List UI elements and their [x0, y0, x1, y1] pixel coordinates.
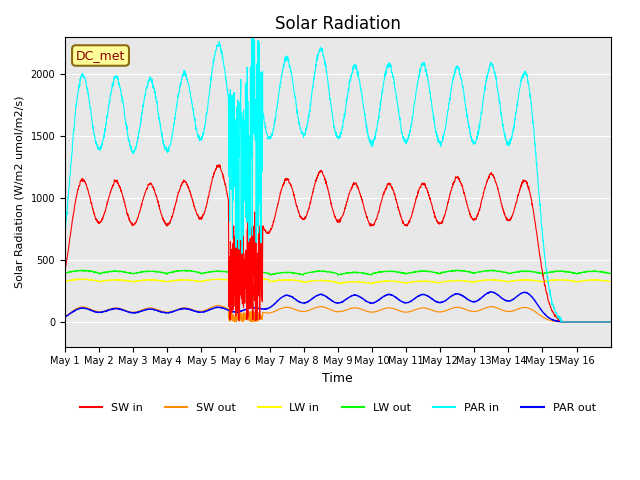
- Line: PAR out: PAR out: [65, 292, 611, 322]
- LW out: [116, 268, 124, 274]
- Legend: SW in, SW out, LW in, LW out, PAR in, PAR out: SW in, SW out, LW in, LW out, PAR in, PA…: [76, 399, 600, 418]
- PAR out: [234, 309, 241, 315]
- LW in: [371, 279, 379, 285]
- SW out: [234, 317, 241, 323]
- LW in: [61, 278, 68, 284]
- SW in: [533, 232, 541, 238]
- SW in: [215, 162, 223, 168]
- Title: Solar Radiation: Solar Radiation: [275, 15, 401, 33]
- Line: PAR in: PAR in: [65, 9, 611, 322]
- SW out: [600, 319, 607, 325]
- LW in: [607, 279, 614, 285]
- LW out: [335, 272, 342, 278]
- PAR out: [61, 314, 68, 320]
- SW out: [502, 308, 510, 314]
- SW out: [371, 309, 378, 315]
- SW in: [502, 215, 510, 220]
- SW in: [61, 268, 68, 274]
- X-axis label: Time: Time: [323, 372, 353, 385]
- LW in: [600, 278, 607, 284]
- SW out: [533, 310, 541, 316]
- PAR in: [371, 136, 378, 142]
- LW out: [452, 267, 460, 273]
- LW in: [234, 276, 241, 282]
- Line: SW out: SW out: [65, 305, 611, 322]
- SW out: [61, 313, 68, 319]
- Y-axis label: Solar Radiation (W/m2 umol/m2/s): Solar Radiation (W/m2 umol/m2/s): [15, 96, 25, 288]
- SW in: [607, 319, 614, 325]
- SW in: [371, 220, 378, 226]
- LW in: [334, 281, 342, 287]
- PAR in: [234, 202, 241, 208]
- LW in: [502, 278, 510, 284]
- PAR out: [600, 319, 607, 325]
- PAR out: [558, 319, 566, 325]
- LW out: [234, 271, 241, 276]
- Text: DC_met: DC_met: [76, 49, 125, 62]
- PAR out: [533, 301, 541, 307]
- SW out: [607, 319, 614, 325]
- SW in: [600, 319, 607, 325]
- PAR out: [116, 306, 124, 312]
- PAR in: [558, 319, 566, 325]
- SW in: [558, 319, 566, 325]
- PAR in: [116, 81, 124, 86]
- PAR in: [502, 137, 510, 143]
- LW out: [502, 270, 510, 276]
- LW in: [116, 277, 124, 283]
- PAR out: [607, 319, 614, 325]
- PAR in: [607, 319, 614, 325]
- PAR out: [371, 300, 378, 305]
- PAR out: [486, 289, 494, 295]
- SW in: [234, 309, 241, 314]
- Line: SW in: SW in: [65, 165, 611, 322]
- PAR in: [600, 319, 607, 325]
- PAR in: [533, 168, 541, 173]
- SW in: [116, 184, 124, 190]
- SW out: [558, 319, 566, 325]
- PAR out: [502, 298, 510, 303]
- PAR in: [61, 231, 68, 237]
- Line: LW in: LW in: [65, 277, 611, 284]
- SW out: [116, 306, 124, 312]
- LW in: [533, 277, 541, 283]
- LW out: [533, 270, 541, 276]
- LW in: [252, 275, 259, 280]
- LW out: [371, 271, 378, 276]
- Line: LW out: LW out: [65, 270, 611, 275]
- LW out: [61, 270, 68, 276]
- SW out: [215, 302, 223, 308]
- LW out: [607, 271, 614, 276]
- PAR in: [249, 6, 257, 12]
- LW out: [600, 269, 607, 275]
